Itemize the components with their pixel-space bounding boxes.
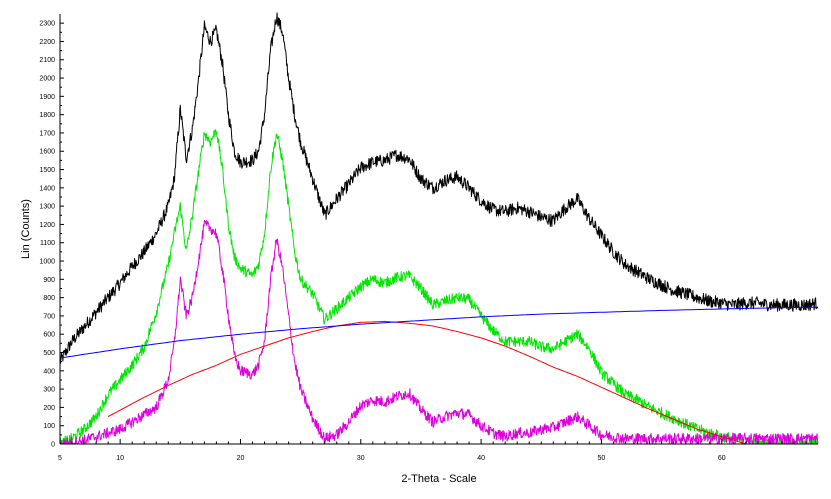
y-axis-title: Lin (Counts) bbox=[20, 199, 32, 259]
y-tick-label: 800 bbox=[43, 295, 55, 302]
x-axis-title: 2-Theta - Scale bbox=[401, 473, 476, 485]
y-tick-label: 1100 bbox=[40, 240, 55, 247]
y-tick-label: 700 bbox=[43, 313, 55, 320]
y-tick-label: 1400 bbox=[39, 185, 55, 192]
y-tick-label: 1600 bbox=[39, 149, 55, 156]
series-layer bbox=[59, 12, 819, 445]
y-ticks: 0 100 200 300 400 500 600 700 800 900 1000 1100 1200… bbox=[39, 21, 64, 449]
y-tick-label: 2300 bbox=[39, 21, 55, 28]
y-tick-label: 500 bbox=[43, 350, 55, 357]
y-tick-label: 900 bbox=[43, 277, 55, 284]
y-tick-label: 1000 bbox=[39, 259, 55, 266]
y-tick-label: 2100 bbox=[39, 57, 55, 64]
x-tick-label: 20 bbox=[237, 455, 245, 462]
x-tick-label: 40 bbox=[477, 455, 485, 462]
x-tick-label: 10 bbox=[116, 455, 124, 462]
series-line-2 bbox=[59, 129, 819, 445]
x-tick-label: 60 bbox=[718, 455, 726, 462]
x-tick-label: 5 bbox=[58, 455, 62, 462]
x-tick-label: 50 bbox=[598, 455, 606, 462]
series-line-3 bbox=[59, 219, 819, 445]
y-tick-label: 1300 bbox=[39, 204, 55, 211]
y-tick-label: 300 bbox=[43, 387, 55, 394]
y-tick-label: 2000 bbox=[39, 76, 55, 83]
y-tick-label: 1200 bbox=[39, 222, 55, 229]
y-tick-label: 1700 bbox=[39, 130, 55, 137]
series-line-5 bbox=[59, 306, 819, 359]
y-tick-label: 2200 bbox=[39, 39, 55, 46]
y-tick-label: 200 bbox=[43, 405, 55, 412]
y-tick-label: 1500 bbox=[39, 167, 55, 174]
series-line-1 bbox=[59, 12, 819, 364]
x-tick-label: 30 bbox=[357, 455, 365, 462]
y-tick-label: 1800 bbox=[39, 112, 55, 119]
x-ticks: 5 10 20 30 40 50 60 bbox=[58, 439, 807, 462]
series-line-4 bbox=[107, 320, 746, 445]
y-tick-label: 400 bbox=[43, 368, 55, 375]
y-tick-label: 0 bbox=[51, 442, 55, 449]
y-tick-label: 100 bbox=[43, 423, 55, 430]
y-tick-label: 1900 bbox=[39, 94, 55, 101]
y-tick-label: 600 bbox=[43, 332, 55, 339]
